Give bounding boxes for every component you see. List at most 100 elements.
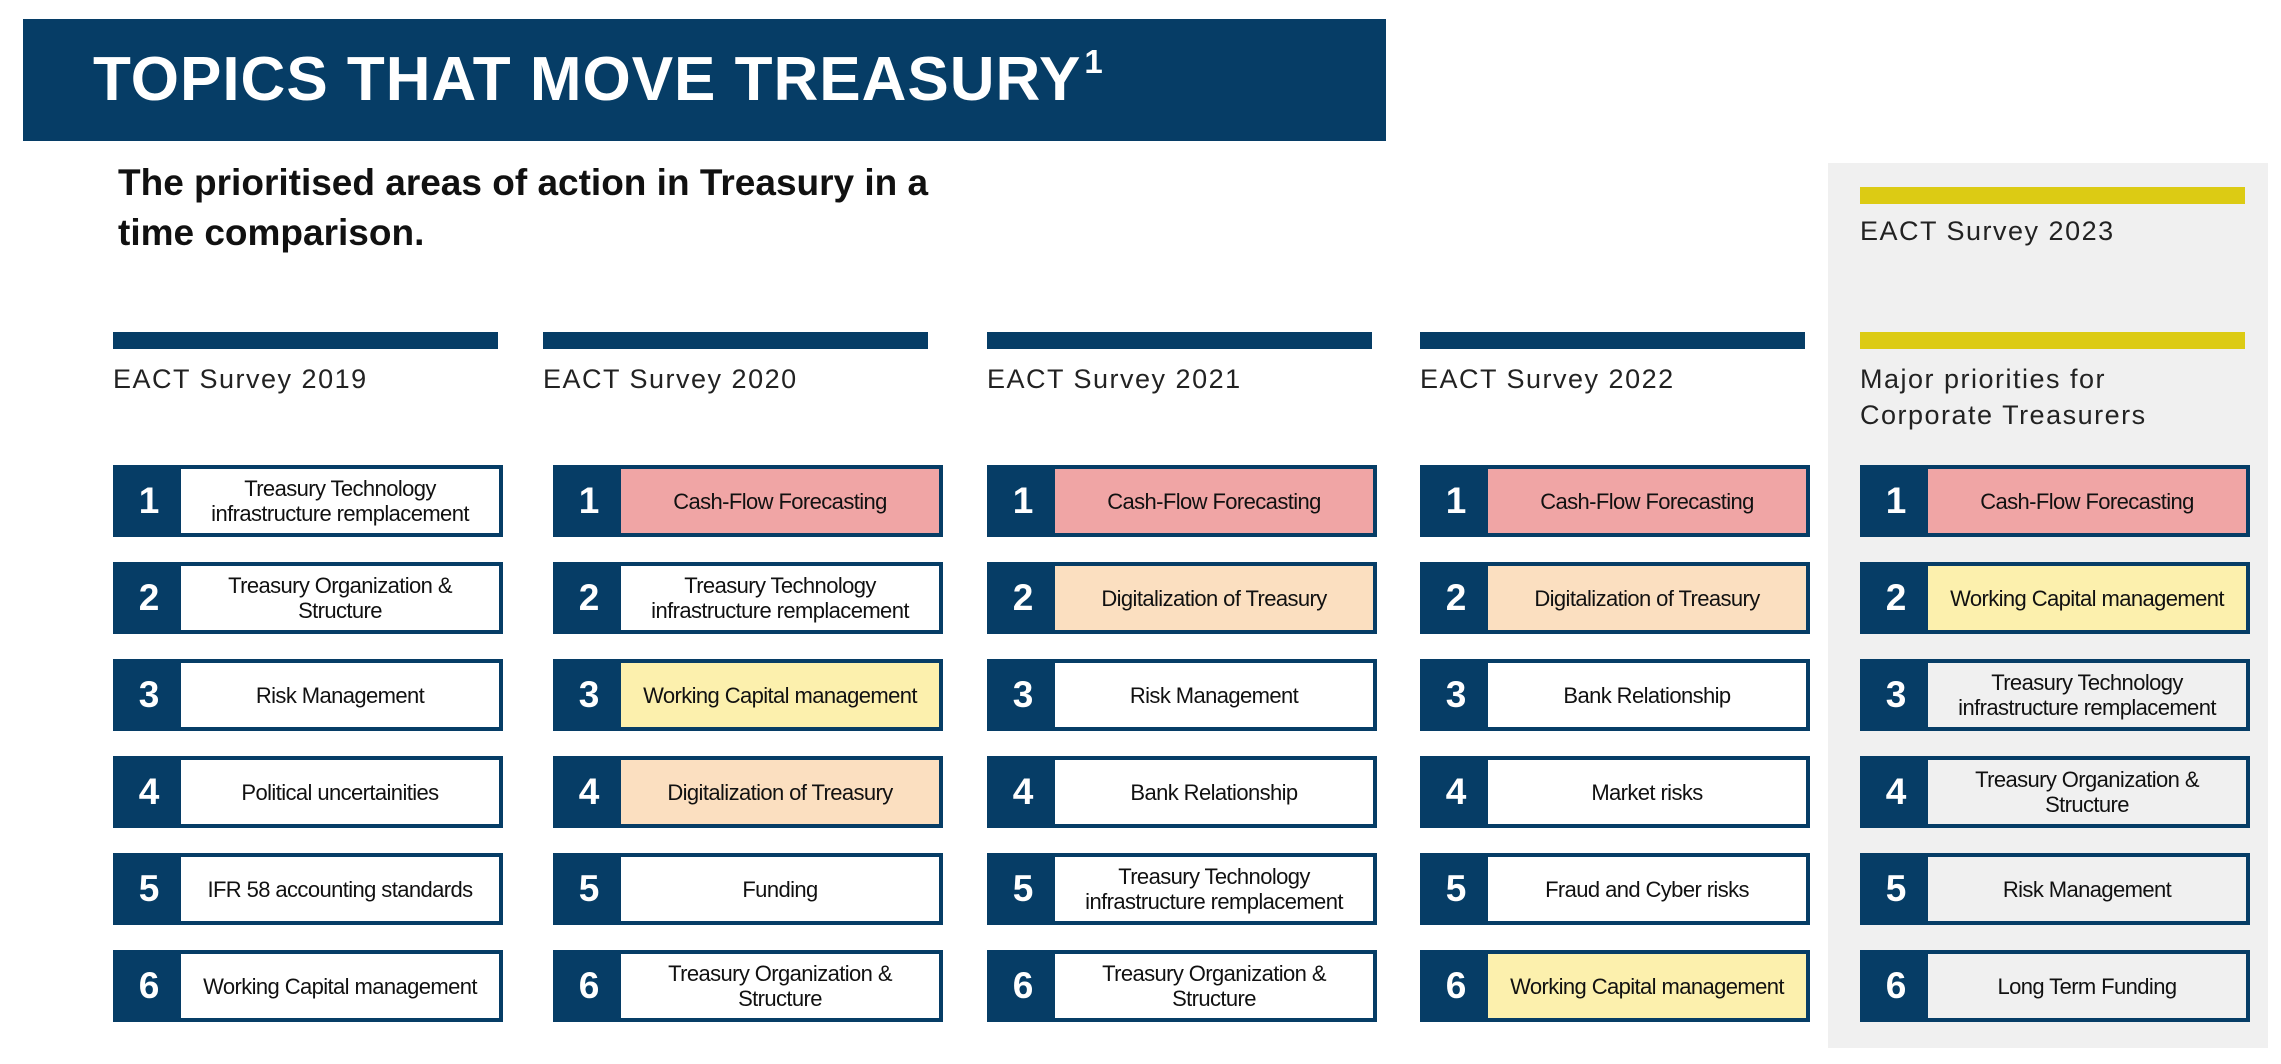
priority-label: Long Term Funding (1928, 954, 2246, 1018)
rank-number: 3 (991, 663, 1055, 727)
priority-item: 6 Treasury Organization & Structure (553, 950, 943, 1022)
rank-number: 2 (991, 566, 1055, 630)
priority-label: Funding (742, 876, 818, 902)
column-header-bar (113, 332, 498, 349)
rank-number: 2 (557, 566, 621, 630)
column-header-bar (987, 332, 1372, 349)
priority-item: 2 Digitalization of Treasury (1420, 562, 1810, 634)
priority-label: Digitalization of Treasury (1488, 566, 1806, 630)
survey-2023-accent-bar (1860, 187, 2245, 204)
column-title: EACT Survey 2022 (1420, 364, 1675, 394)
priority-label: Cash-Flow Forecasting (1928, 469, 2246, 533)
column-header-bar (543, 332, 928, 349)
priority-label: Treasury Technology infrastructure rempl… (1928, 663, 2246, 727)
priority-item: 4 Digitalization of Treasury (553, 756, 943, 828)
rank-number: 1 (117, 469, 181, 533)
rank-number: 1 (1864, 469, 1928, 533)
rank-number: 6 (1424, 954, 1488, 1018)
priority-item: 5 Risk Management (1860, 853, 2250, 925)
priority-item: 5 Treasury Technology infrastructure remp… (987, 853, 1377, 925)
rank-number: 6 (117, 954, 181, 1018)
priority-label: Market risks (1591, 779, 1703, 805)
priority-item: 4 Treasury Organization & Structure (1860, 756, 2250, 828)
rank-number: 5 (117, 857, 181, 921)
priority-item: 1 Cash-Flow Forecasting (1860, 465, 2250, 537)
subtitle: The prioritised areas of action in Treas… (118, 162, 929, 253)
priority-item: 3 Risk Management (987, 659, 1377, 731)
priority-item: 6 Working Capital management (1420, 950, 1810, 1022)
priority-label: Working Capital management (1928, 566, 2246, 630)
rank-number: 6 (557, 954, 621, 1018)
priority-item: 1 Cash-Flow Forecasting (987, 465, 1377, 537)
rank-number: 5 (991, 857, 1055, 921)
column-header-bar (1860, 332, 2245, 349)
priority-item: 4 Bank Relationship (987, 756, 1377, 828)
priority-item: 5 Fraud and Cyber risks (1420, 853, 1810, 925)
priority-label: Treasury Technology infrastructure rempl… (651, 573, 909, 623)
survey-2023-header: EACT Survey 2023 (1860, 216, 2115, 246)
priority-label: Cash-Flow Forecasting (1488, 469, 1806, 533)
priority-item: 2 Treasury Organization & Structure (113, 562, 503, 634)
priority-label: Treasury Technology infrastructure rempl… (211, 476, 469, 526)
priority-label: Political uncertainities (241, 779, 439, 805)
priority-item: 1 Cash-Flow Forecasting (553, 465, 943, 537)
priority-label: Treasury Organization & Structure (668, 961, 892, 1011)
column-title: EACT Survey 2019 (113, 364, 368, 394)
rank-number: 4 (991, 760, 1055, 824)
rank-number: 1 (1424, 469, 1488, 533)
column-title: Major priorities for Corporate Treasurer… (1860, 364, 2147, 430)
rank-number: 3 (117, 663, 181, 727)
rank-number: 3 (557, 663, 621, 727)
priority-label: Bank Relationship (1130, 779, 1298, 805)
priority-item: 3 Working Capital management (553, 659, 943, 731)
rank-number: 3 (1864, 663, 1928, 727)
priority-label: Digitalization of Treasury (1055, 566, 1373, 630)
rank-number: 3 (1424, 663, 1488, 727)
priority-label: Risk Management (1928, 857, 2246, 921)
priority-item: 2 Digitalization of Treasury (987, 562, 1377, 634)
priority-label: Bank Relationship (1563, 682, 1731, 708)
priority-label: Cash-Flow Forecasting (621, 469, 939, 533)
title-banner: TOPICS THAT MOVE TREASURY1 (23, 19, 1386, 141)
column-title: EACT Survey 2020 (543, 364, 798, 394)
priority-item: 2 Treasury Technology infrastructure remp… (553, 562, 943, 634)
priority-label: Treasury Organization & Structure (228, 573, 452, 623)
priority-label: Treasury Organization & Structure (1928, 760, 2246, 824)
rank-number: 5 (1864, 857, 1928, 921)
priority-item: 3 Bank Relationship (1420, 659, 1810, 731)
priority-item: 4 Political uncertainities (113, 756, 503, 828)
priority-label: Fraud and Cyber risks (1545, 876, 1749, 902)
rank-number: 2 (117, 566, 181, 630)
page-title: TOPICS THAT MOVE TREASURY1 (93, 41, 1104, 119)
priority-label: Working Capital management (1488, 954, 1806, 1018)
rank-number: 4 (1864, 760, 1928, 824)
rank-number: 5 (1424, 857, 1488, 921)
priority-label: Digitalization of Treasury (621, 760, 939, 824)
priority-label: Working Capital management (621, 663, 939, 727)
priority-item: 6 Long Term Funding (1860, 950, 2250, 1022)
priority-label: Working Capital management (203, 973, 477, 999)
rank-number: 2 (1424, 566, 1488, 630)
rank-number: 1 (557, 469, 621, 533)
rank-number: 6 (991, 954, 1055, 1018)
column-title: EACT Survey 2021 (987, 364, 1242, 394)
priority-label: Risk Management (255, 682, 425, 708)
rank-number: 4 (117, 760, 181, 824)
priority-item: 5 Funding (553, 853, 943, 925)
rank-number: 6 (1864, 954, 1928, 1018)
priority-item: 6 Working Capital management (113, 950, 503, 1022)
priority-item: 3 Risk Management (113, 659, 503, 731)
priority-item: 3 Treasury Technology infrastructure remp… (1860, 659, 2250, 731)
priority-item: 4 Market risks (1420, 756, 1810, 828)
priority-item: 6 Treasury Organization & Structure (987, 950, 1377, 1022)
rank-number: 4 (557, 760, 621, 824)
footnote-marker: 1 (1084, 43, 1104, 80)
rank-number: 1 (991, 469, 1055, 533)
priority-label: IFR 58 accounting standards (207, 876, 473, 902)
priority-item: 1 Treasury Technology infrastructure remp… (113, 465, 503, 537)
priority-label: Treasury Technology infrastructure rempl… (1085, 864, 1343, 914)
priority-label: Treasury Organization & Structure (1102, 961, 1326, 1011)
priority-item: 5 IFR 58 accounting standards (113, 853, 503, 925)
priority-label: Cash-Flow Forecasting (1055, 469, 1373, 533)
rank-number: 2 (1864, 566, 1928, 630)
